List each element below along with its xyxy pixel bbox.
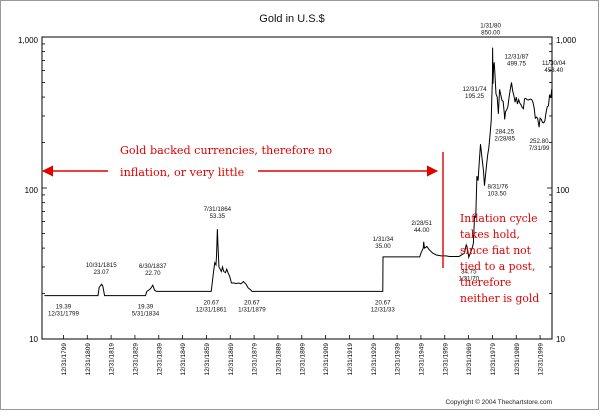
- chart-title: Gold in U.S.$: [259, 13, 324, 25]
- y-tick-label-right-100: 100: [556, 186, 570, 195]
- point-annotation-date: 10/31/1815: [86, 262, 118, 269]
- x-tick-label: 12/31/1849: [180, 343, 187, 376]
- point-annotation-date: 7/31/1864: [204, 206, 232, 213]
- y-axis-ticks: [42, 43, 552, 340]
- point-annotation-date: 12/31/1799: [48, 311, 80, 318]
- point-annotation-date: 12/31/33: [371, 306, 396, 313]
- point-annotation-value: 44.00: [414, 227, 430, 234]
- point-annotation-date: 2/28/85: [494, 135, 515, 142]
- point-annotation-date: 1/31/1879: [238, 306, 266, 313]
- point-annotation-date: 1/31/70: [458, 275, 479, 282]
- inflation-note-line-1: Inflation cycle: [460, 212, 538, 225]
- point-annotations: 19.3912/31/179910/31/181523.0719.395/31/…: [48, 23, 566, 318]
- x-tick-label: 12/31/1809: [85, 343, 92, 376]
- point-annotation-value: 35.00: [375, 243, 391, 250]
- y-tick-label-left-100: 100: [25, 186, 39, 195]
- x-tick-label: 12/31/1959: [442, 343, 449, 376]
- x-axis-ticks: 12/31/1799 12/31/1809 12/31/1819 12/31/1829…: [61, 335, 545, 376]
- x-tick-label: 12/31/1859: [204, 343, 211, 376]
- gold-backed-note-line-1: Gold backed currencies, therefore no: [120, 144, 332, 157]
- x-tick-label: 12/31/1829: [132, 343, 139, 376]
- x-tick-label: 12/31/1889: [275, 343, 282, 376]
- point-annotation-value: 34.75: [461, 268, 477, 275]
- point-annotation-date: 7/31/99: [529, 145, 550, 152]
- x-tick-label: 12/31/1929: [371, 343, 378, 376]
- point-annotation-value: 252.80: [530, 138, 549, 145]
- x-tick-label: 12/31/1819: [109, 343, 116, 376]
- point-annotation-value: 20.67: [203, 299, 219, 306]
- x-tick-label: 12/31/1869: [228, 343, 235, 376]
- inflation-cycle-note: Inflation cycle takes hold, since fiat n…: [460, 212, 539, 305]
- point-annotation-value: 22.70: [145, 270, 161, 277]
- gold-price-line: [44, 47, 553, 297]
- inflation-note-line-6: neither is gold: [460, 292, 539, 305]
- y-tick-label-right-10: 10: [556, 335, 565, 344]
- point-annotation-value: 53.35: [210, 213, 226, 220]
- point-annotation-value: 20.67: [375, 299, 391, 306]
- inflation-note-line-4: tied to a post,: [460, 260, 535, 273]
- x-tick-label: 12/31/1989: [514, 343, 521, 376]
- point-annotation-value: 23.07: [93, 269, 109, 276]
- y-tick-label-left-10: 10: [29, 335, 38, 344]
- point-annotation-date: 11/30/04: [542, 60, 566, 67]
- point-annotation-value: 850.00: [481, 30, 500, 37]
- point-annotation-date: 12/31/74: [462, 86, 487, 93]
- inflation-note-line-2: takes hold,: [460, 228, 520, 241]
- point-annotation-date: 1/31/80: [480, 23, 501, 30]
- inflation-note-line-5: therefore: [460, 276, 511, 289]
- x-tick-label: 12/31/1999: [538, 343, 545, 376]
- point-annotation-value: 20.67: [244, 299, 260, 306]
- point-annotation-date: 6/30/1837: [139, 263, 167, 270]
- copyright-text: Copyright © 2004 Thechartstore.com: [445, 398, 552, 406]
- x-tick-label: 12/31/1939: [395, 343, 402, 376]
- point-annotation-value: 284.25: [495, 128, 514, 135]
- point-annotation-value: 19.39: [138, 304, 154, 311]
- point-annotation-value: 453.40: [544, 67, 563, 74]
- point-annotation-date: 2/28/51: [411, 220, 432, 227]
- inflation-note-line-3: since fiat not: [460, 244, 532, 257]
- point-annotation-value: 499.75: [507, 60, 526, 67]
- x-tick-label: 12/31/1799: [61, 343, 68, 376]
- gold-backed-note-line-2: inflation, or very little: [120, 166, 245, 179]
- x-tick-label: 12/31/1919: [347, 343, 354, 376]
- point-annotation-date: 12/31/1861: [196, 306, 228, 313]
- point-annotation-date: 8/31/76: [487, 184, 508, 191]
- x-tick-label: 12/31/1879: [252, 343, 259, 376]
- point-annotation-date: 5/31/1834: [132, 311, 160, 318]
- x-tick-label: 12/31/1899: [299, 343, 306, 376]
- point-annotation-value: 19.39: [56, 304, 72, 311]
- point-annotation-date: 1/31/34: [373, 236, 394, 243]
- x-tick-label: 12/31/1969: [466, 343, 473, 376]
- x-tick-label: 12/31/1839: [156, 343, 163, 376]
- x-tick-label: 12/31/1909: [323, 343, 330, 376]
- x-tick-label: 12/31/1949: [418, 343, 425, 376]
- gold-backed-note: Gold backed currencies, therefore no inf…: [41, 144, 439, 179]
- y-tick-label-left-1000: 1,000: [18, 36, 39, 45]
- point-annotation-value: 103.50: [487, 191, 506, 198]
- x-tick-label: 12/31/1979: [490, 343, 497, 376]
- point-annotation-date: 12/31/87: [504, 53, 529, 60]
- y-tick-label-right-1000: 1,000: [556, 36, 577, 45]
- point-annotation-value: 195.25: [465, 93, 484, 100]
